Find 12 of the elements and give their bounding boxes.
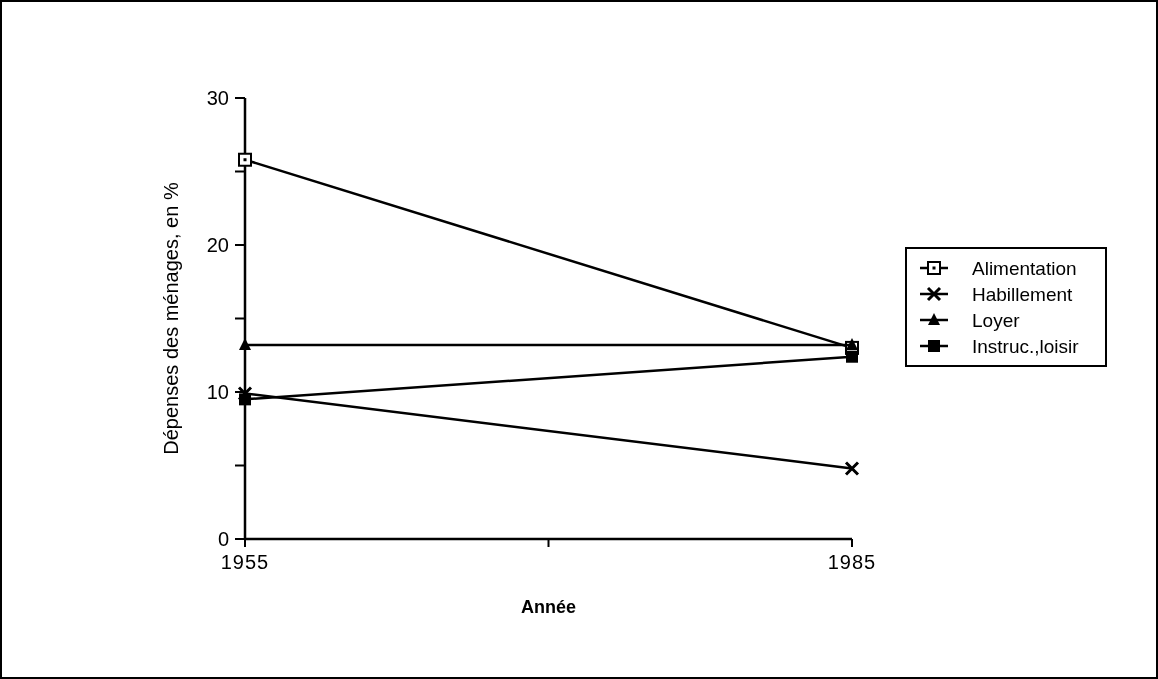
y-tick-label: 10 [206,381,229,403]
legend-label: Instruc.,loisir [972,335,1080,357]
y-tick-label: 30 [206,87,229,109]
x-axis-title: Année [520,597,577,617]
legend-label: Habillement [972,283,1074,305]
legend-label: Alimentation [972,257,1077,279]
legend-label: Loyer [972,309,1021,331]
x-tick-label: 1955 [220,551,270,573]
x-tick-label: 1985 [827,551,877,573]
y-tick-label: 20 [206,234,229,256]
y-tick-label: 0 [217,528,229,550]
y-axis-title: Dépenses des ménages, en % [160,182,182,455]
